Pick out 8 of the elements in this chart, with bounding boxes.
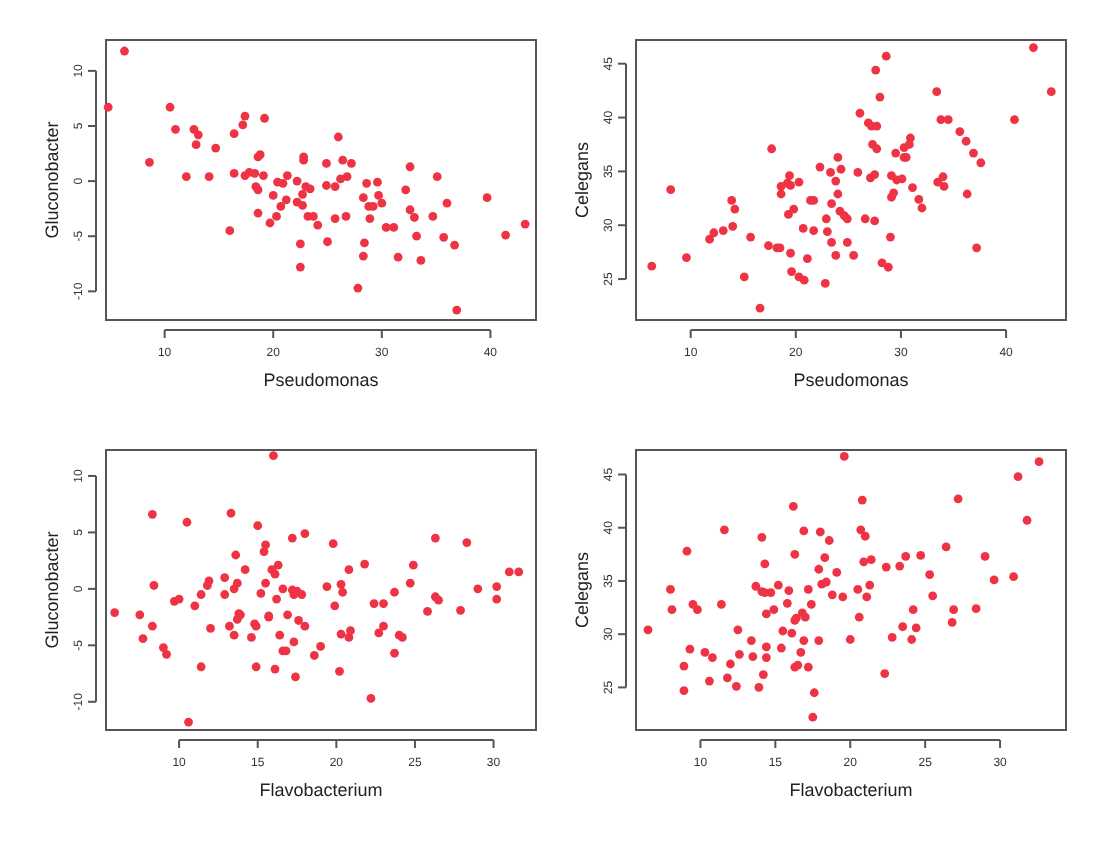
y-axis-title: Gluconobacter — [42, 531, 62, 649]
y-axis-title: Gluconobacter — [42, 121, 62, 239]
y-axis-title: Celegans — [572, 550, 592, 629]
x-axis-title: Flavobacterium — [259, 780, 383, 800]
y-axis-title: Celegans — [572, 140, 592, 219]
x-axis-title: Pseudomonas — [263, 370, 380, 390]
x-axis-title: Pseudomonas — [793, 370, 910, 390]
x-axis-title: Flavobacterium — [789, 780, 913, 800]
